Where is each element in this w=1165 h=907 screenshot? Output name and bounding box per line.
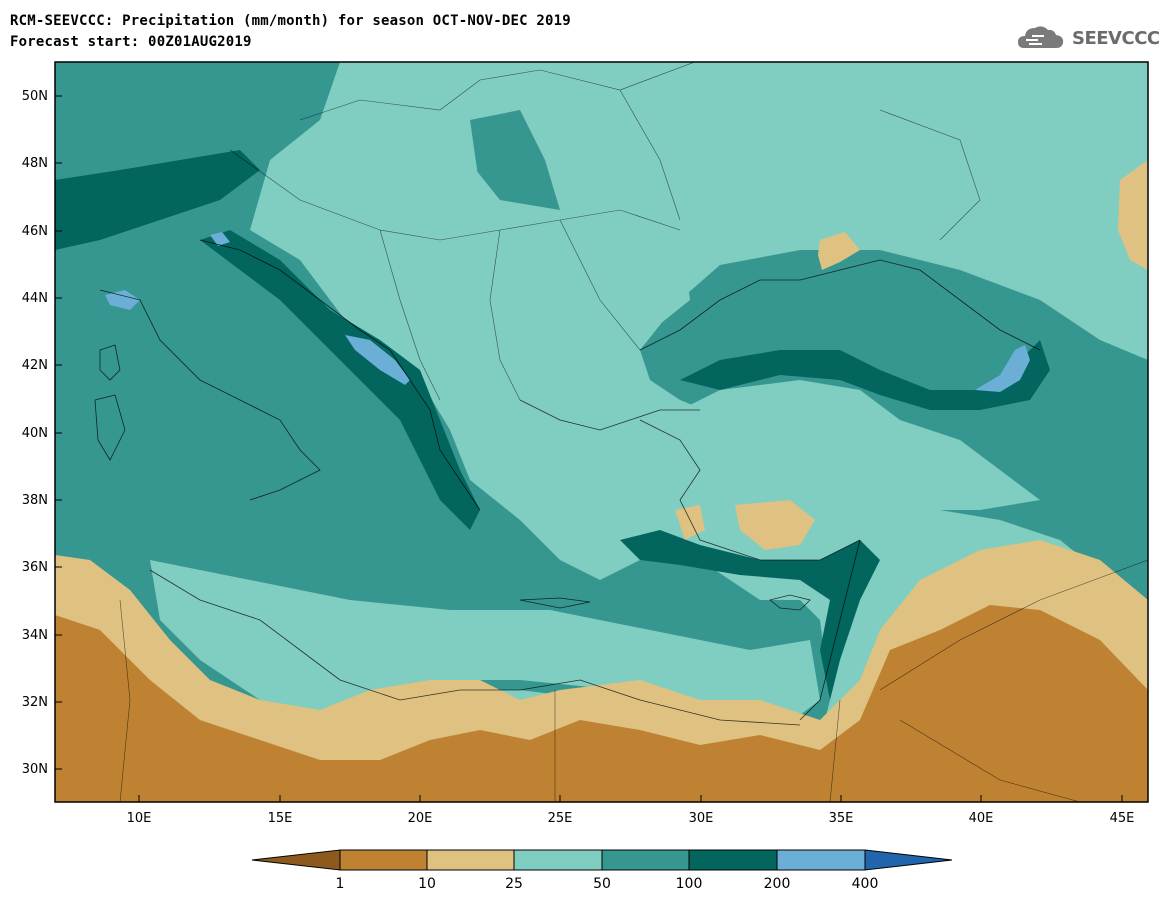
colorbar-label: 200 — [763, 876, 791, 892]
region-25-50-anatolia — [640, 380, 1040, 545]
lon-labels: 10E 15E 20E 25E 30E 35E 40E 45E — [127, 811, 1135, 826]
lon-label: 40E — [969, 811, 994, 826]
region-100-200-alps — [55, 150, 260, 250]
lat-label: 40N — [22, 426, 48, 441]
region-100-200-blacksea-south — [680, 340, 1050, 410]
logo-text: SEEVCCC — [1072, 28, 1160, 49]
coastlines — [94, 239, 1041, 726]
lon-label: 15E — [268, 811, 293, 826]
region-10-25-east — [1118, 160, 1148, 270]
region-100-200-anatolia-coast — [620, 530, 880, 700]
colorbar-seg-3 — [513, 849, 603, 871]
region-100-200-adriatic — [200, 230, 480, 530]
colorbar-seg-1 — [339, 849, 428, 871]
lat-label: 50N — [22, 89, 48, 104]
colorbar-label: 400 — [851, 876, 879, 892]
lon-label: 45E — [1110, 811, 1135, 826]
lat-label: 38N — [22, 493, 48, 508]
colorbar-label: 25 — [505, 876, 523, 892]
lon-label: 30E — [689, 811, 714, 826]
cloud-icon — [1018, 26, 1064, 48]
colorbar-seg-2 — [426, 849, 515, 871]
lon-label: 10E — [127, 811, 152, 826]
region-25-50-balkans — [300, 140, 690, 400]
lon-label: 20E — [408, 811, 433, 826]
colorbar-seg-5 — [688, 849, 778, 871]
map-title: RCM-SEEVCCC: Precipitation (mm/month) fo… — [10, 13, 571, 29]
region-200-400-georgia — [975, 345, 1030, 392]
colorbar-seg-0 — [251, 849, 341, 871]
forecast-start-label: Forecast start: 00Z01AUG2019 — [10, 34, 252, 50]
region-200-400-montenegro — [345, 335, 410, 385]
colorbar-label: 50 — [593, 876, 611, 892]
lat-label: 42N — [22, 358, 48, 373]
lat-label: 36N — [22, 560, 48, 575]
map-frame — [54, 61, 1149, 803]
lat-label: 48N — [22, 156, 48, 171]
region-10-25-anatolia-w — [675, 505, 705, 540]
region-200-400-liguria — [105, 290, 140, 310]
axis-ticks — [55, 95, 1123, 802]
region-1-10-africa — [55, 605, 1148, 802]
colorbar-seg-4 — [601, 849, 690, 871]
region-50-100-west — [55, 62, 830, 740]
colorbar-label: 10 — [418, 876, 436, 892]
colorbar-seg-6 — [776, 849, 866, 871]
region-200-400-istria — [210, 232, 230, 246]
lat-labels: 50N 48N 46N 44N 42N 40N 38N 36N 34N 32N … — [22, 89, 48, 777]
lon-label: 35E — [829, 811, 854, 826]
region-10-25-anatolia — [735, 500, 815, 550]
lat-label: 34N — [22, 628, 48, 643]
lat-label: 44N — [22, 291, 48, 306]
borders — [119, 62, 1148, 802]
colorbar — [251, 849, 953, 871]
colorbar-label: 100 — [675, 876, 703, 892]
colorbar-seg-7 — [864, 849, 953, 871]
lat-label: 30N — [22, 762, 48, 777]
region-10-25-crimea — [818, 232, 860, 270]
lon-label: 25E — [548, 811, 573, 826]
colorbar-label: 1 — [335, 876, 345, 892]
lat-label: 46N — [22, 224, 48, 239]
lat-label: 32N — [22, 695, 48, 710]
